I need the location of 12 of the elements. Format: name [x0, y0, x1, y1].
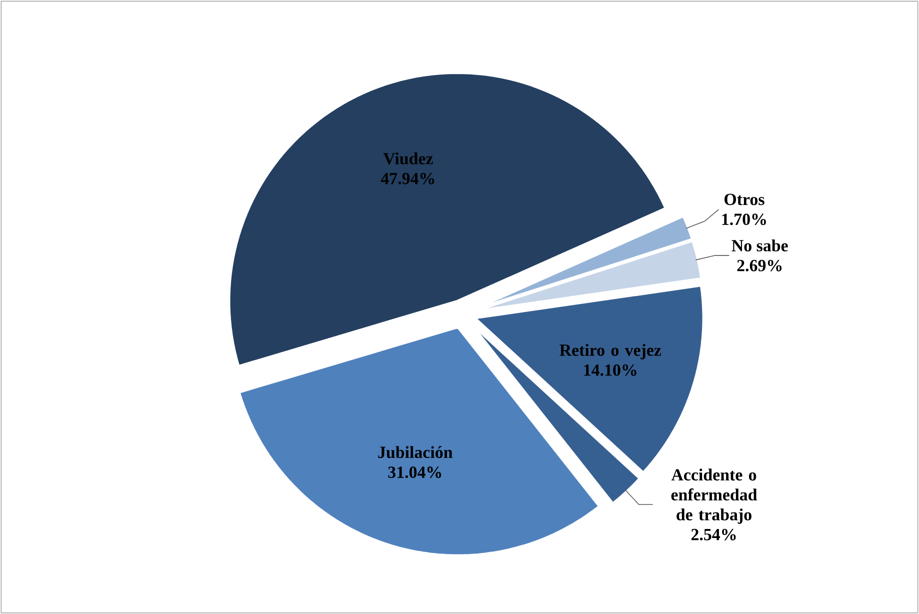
data-label: 2.69%	[737, 260, 782, 272]
slice-label: No sabe	[732, 239, 788, 252]
data-label: 31.04%	[388, 466, 442, 478]
slice-label: Viudez	[383, 152, 433, 164]
slice-label: Retiro o vejez	[560, 344, 662, 360]
slice-label: Otros	[724, 194, 764, 206]
slice-label: Accidente o enfermedad de trabajo	[671, 468, 758, 524]
data-label: 14.10%	[584, 364, 636, 376]
data-label: 2.54%	[691, 528, 736, 540]
slice-label: Jubilación	[378, 446, 453, 458]
data-label: 1.70%	[722, 214, 766, 226]
data-label: 47.94%	[380, 172, 434, 184]
